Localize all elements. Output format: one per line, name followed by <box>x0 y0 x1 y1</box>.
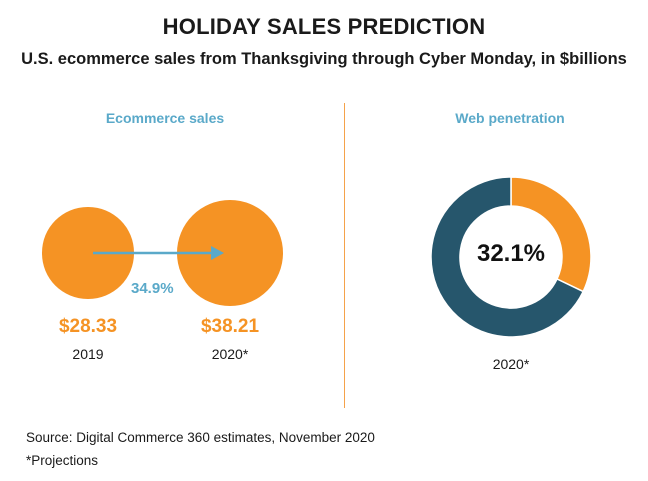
value-2019: $28.33 <box>58 316 118 337</box>
section-divider <box>344 103 345 408</box>
donut-slice-web <box>510 176 592 293</box>
web-penetration-label: Web penetration <box>455 110 565 126</box>
value-2020: $38.21 <box>200 316 260 337</box>
chart-subtitle: U.S. ecommerce sales from Thanksgiving t… <box>21 50 627 68</box>
chart-title: HOLIDAY SALES PREDICTION <box>162 14 486 39</box>
projections-note: *Projections <box>26 453 99 468</box>
source-note: Source: Digital Commerce 360 estimates, … <box>26 430 375 445</box>
ecommerce-sales-label: Ecommerce sales <box>105 110 225 126</box>
year-2019: 2019 <box>72 346 104 362</box>
growth-arrow-head <box>211 246 224 260</box>
donut-year-label: 2020* <box>492 356 530 372</box>
donut-center-label: 32.1% <box>476 240 546 267</box>
donut-slice-other <box>430 176 585 338</box>
year-2020: 2020* <box>211 346 249 362</box>
growth-label: 34.9% <box>131 280 174 297</box>
